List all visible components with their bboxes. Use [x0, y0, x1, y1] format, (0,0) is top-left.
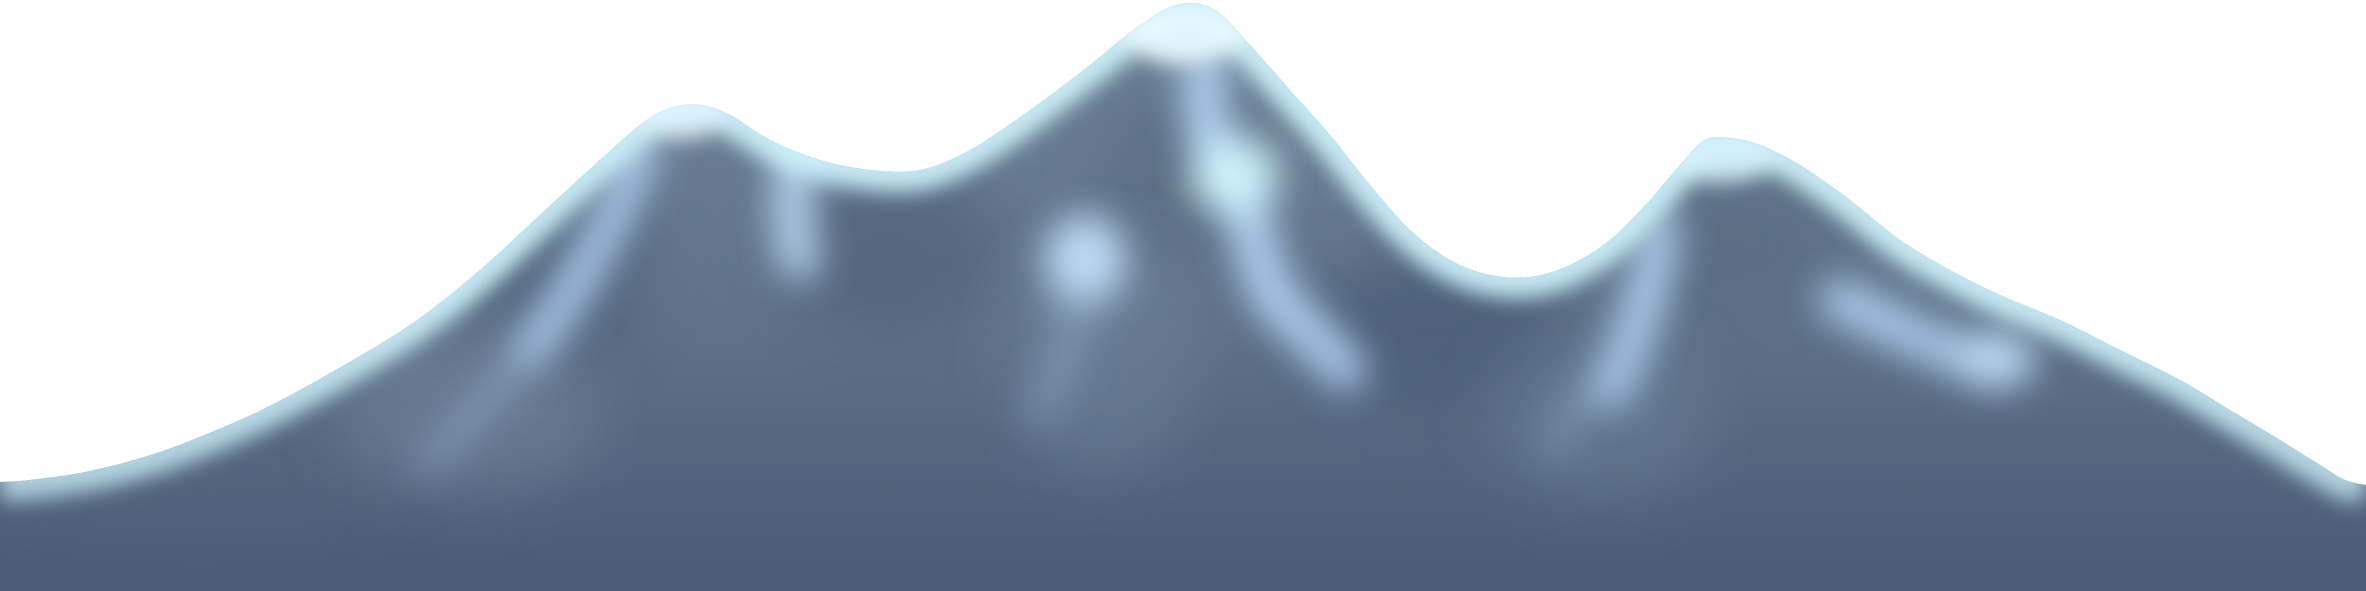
base-shade: [0, 300, 2366, 591]
